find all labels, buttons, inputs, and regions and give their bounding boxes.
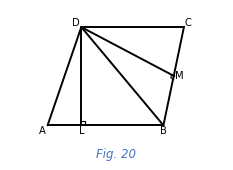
- Text: B: B: [160, 126, 167, 136]
- Text: C: C: [185, 18, 192, 28]
- Text: D: D: [72, 18, 80, 28]
- Text: L: L: [79, 126, 84, 136]
- Text: M: M: [175, 71, 183, 81]
- Text: Fig. 20: Fig. 20: [96, 148, 137, 160]
- Text: A: A: [39, 126, 46, 136]
